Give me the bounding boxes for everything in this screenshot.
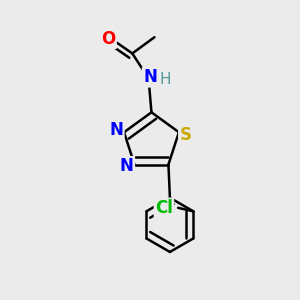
Text: N: N: [143, 68, 157, 86]
Text: S: S: [179, 126, 191, 144]
Text: Cl: Cl: [155, 199, 173, 217]
Text: H: H: [160, 72, 171, 87]
Text: N: N: [110, 121, 123, 139]
Text: O: O: [101, 30, 116, 48]
Text: N: N: [120, 157, 134, 175]
